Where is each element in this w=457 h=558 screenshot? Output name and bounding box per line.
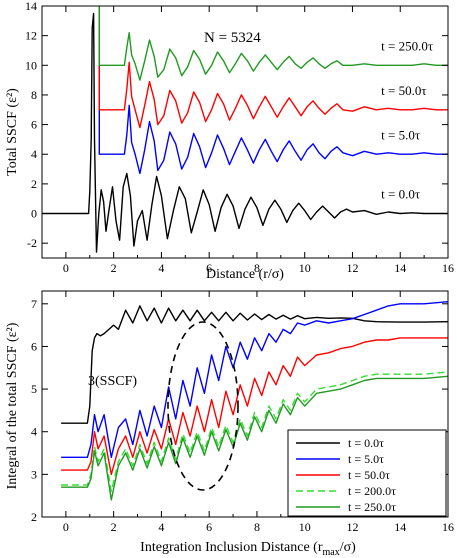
bottom-x-axis-title-sub: max (323, 547, 340, 558)
legend-label-3: t = 200.0τ (348, 484, 396, 498)
bottom-x-axis-title: Integration Inclusion Distance (rmax/σ) (140, 540, 356, 558)
bottom-x-axis-title-main: Integration Inclusion Distance (r (140, 540, 323, 555)
top-y-tick-label: 14 (25, 0, 37, 13)
legend-label-1: t = 5.0τ (348, 452, 384, 466)
top-curve-label-3: t = 250.0τ (381, 38, 433, 53)
bottom-y-tick-label: 5 (31, 382, 37, 396)
top-series-line-0 (42, 12, 448, 253)
top-y-axis-title: Total SSCF (ε²) (5, 88, 20, 176)
top-series-line-3 (98, 6, 448, 81)
top-y-tick-label: -2 (27, 236, 37, 250)
bottom-x-tick-label: 0 (63, 520, 69, 534)
top-x-axis-title: Distance (r/σ) (206, 267, 284, 282)
legend-box (287, 429, 447, 517)
top-series-line-2 (98, 6, 448, 129)
bottom-series-line-1 (61, 301, 448, 458)
legend-label-0: t = 0.0τ (348, 436, 384, 450)
top-y-tick-label: 10 (25, 58, 37, 72)
top-curve-label-0: t = 0.0τ (381, 187, 420, 202)
top-x-tick-label: 14 (394, 261, 406, 275)
legend-label-4: t = 250.0τ (348, 500, 396, 514)
legend-items: t = 0.0τ t = 5.0τ t = 50.0τ t = 200.0τ t = 2… (296, 436, 396, 514)
top-panel: 0 2 4 6 8 10 12 14 16 -2 0 2 4 6 8 10 12 14 N = 5324 t = … (5, 0, 454, 282)
bottom-x-axis-title-tail: /σ) (340, 540, 356, 555)
top-x-tick-label: 16 (442, 261, 454, 275)
top-x-tick-label: 0 (63, 261, 69, 275)
top-x-tick-label: 12 (346, 261, 358, 275)
bottom-x-tick-label: 12 (346, 520, 358, 534)
annotation-ellipse (167, 321, 239, 491)
top-y-tick-label: 12 (25, 29, 37, 43)
legend-label-2: t = 50.0τ (348, 468, 390, 482)
top-ticks: 0 2 4 6 8 10 12 14 16 -2 0 2 4 6 8 10 12 14 (25, 0, 454, 275)
bottom-series-line-4 (61, 375, 448, 501)
bottom-y-tick-label: 6 (31, 339, 37, 353)
top-x-tick-label: 4 (158, 261, 164, 275)
top-y-tick-label: 4 (31, 147, 37, 161)
top-annotation-n: N = 5324 (204, 30, 261, 46)
top-series-layer (42, 6, 448, 253)
bottom-x-tick-label: 16 (442, 520, 454, 534)
bottom-x-tick-label: 6 (206, 520, 212, 534)
top-y-tick-label: 0 (31, 207, 37, 221)
bottom-x-tick-label: 4 (158, 520, 164, 534)
top-curve-label-2: t = 50.0τ (381, 83, 426, 98)
top-x-tick-label: 8 (254, 261, 260, 275)
top-curve-label-1: t = 5.0τ (381, 127, 420, 142)
top-y-tick-label: 8 (31, 88, 37, 102)
bottom-series-line-2 (61, 337, 448, 476)
bottom-y-tick-label: 7 (31, 297, 37, 311)
legend: t = 0.0τ t = 5.0τ t = 50.0τ t = 200.0τ t = 2… (287, 429, 447, 517)
bottom-x-tick-label: 14 (394, 520, 406, 534)
bottom-plot-frame (41, 290, 449, 518)
top-x-tick-label: 10 (299, 261, 311, 275)
top-curve-labels: t = 0.0τ t = 5.0τ t = 50.0τ t = 250.0τ (381, 38, 433, 201)
top-plot-frame (41, 5, 449, 259)
bottom-x-tick-label: 8 (254, 520, 260, 534)
bottom-series-line-0 (61, 305, 448, 424)
top-y-tick-label: 2 (31, 177, 37, 191)
bottom-y-tick-label: 2 (31, 510, 37, 524)
bottom-annotation-sscf: 3(SSCF) (88, 374, 137, 389)
bottom-x-tick-label: 10 (299, 520, 311, 534)
bottom-x-tick-label: 2 (111, 520, 117, 534)
top-x-tick-label: 6 (206, 261, 212, 275)
bottom-series-layer (61, 301, 448, 501)
bottom-y-tick-label: 3 (31, 467, 37, 481)
top-x-tick-label: 2 (111, 261, 117, 275)
bottom-y-tick-label: 4 (31, 425, 37, 439)
bottom-series-line-3 (61, 371, 448, 493)
top-series-line-1 (98, 6, 448, 175)
top-y-tick-label: 6 (31, 118, 37, 132)
bottom-y-axis-title: Integral of the total SSCF (ε²) (5, 322, 20, 489)
